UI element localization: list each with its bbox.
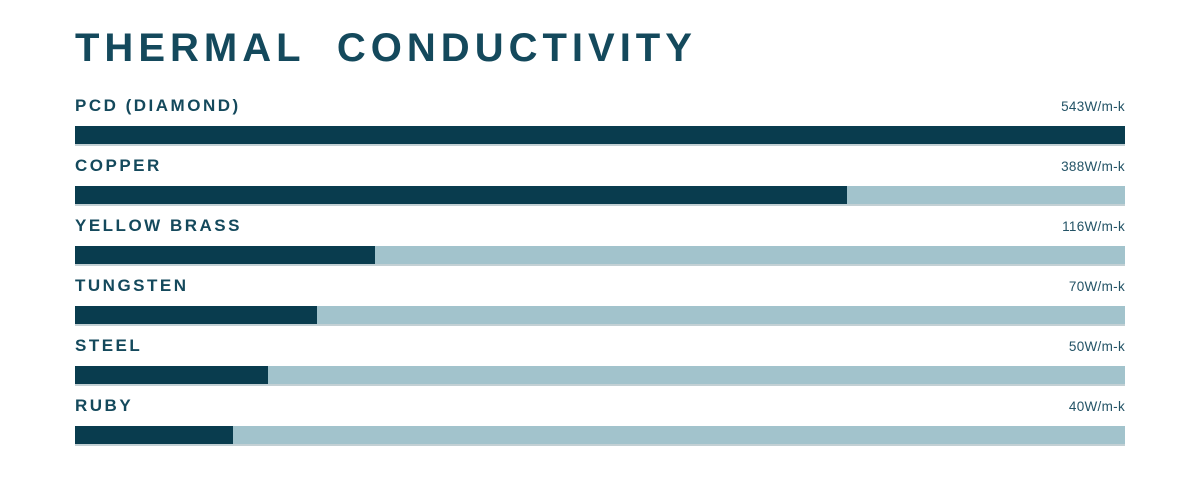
bar-rows: PCD (DIAMOND) 543W/m-k COPPER 388W/m-k xyxy=(75,96,1125,444)
value-label: 543W/m-k xyxy=(1061,99,1125,114)
bar-track xyxy=(75,426,1125,444)
bar-fill xyxy=(75,186,847,204)
bar-fill xyxy=(75,126,1125,144)
chart-row-tungsten: TUNGSTEN 70W/m-k xyxy=(75,276,1125,324)
chart-area: THERMAL CONDUCTIVITY PCD (DIAMOND) 543W/… xyxy=(75,26,1125,456)
bar-fill xyxy=(75,366,269,384)
category-label: YELLOW BRASS xyxy=(75,216,242,235)
bar-track xyxy=(75,186,1125,204)
bar-track xyxy=(75,246,1125,264)
chart-title: THERMAL CONDUCTIVITY xyxy=(75,26,697,70)
bar-fill xyxy=(75,426,233,444)
row-header: PCD (DIAMOND) 543W/m-k xyxy=(75,96,1125,116)
chart-row-steel: STEEL 50W/m-k xyxy=(75,336,1125,384)
category-label: RUBY xyxy=(75,396,134,415)
bar-track xyxy=(75,126,1125,144)
category-label: TUNGSTEN xyxy=(75,276,189,295)
row-header: COPPER 388W/m-k xyxy=(75,156,1125,176)
row-header: YELLOW BRASS 116W/m-k xyxy=(75,216,1125,236)
chart-row-ruby: RUBY 40W/m-k xyxy=(75,396,1125,444)
bar-track xyxy=(75,366,1125,384)
value-label: 70W/m-k xyxy=(1068,279,1125,294)
value-label: 116W/m-k xyxy=(1062,219,1125,234)
row-header: TUNGSTEN 70W/m-k xyxy=(75,276,1125,296)
value-label: 40W/m-k xyxy=(1068,399,1125,414)
value-label: 50W/m-k xyxy=(1068,339,1125,354)
row-header: RUBY 40W/m-k xyxy=(75,396,1125,416)
category-label: COPPER xyxy=(75,156,162,175)
chart-row-pcd-diamond: PCD (DIAMOND) 543W/m-k xyxy=(75,96,1125,144)
category-label: STEEL xyxy=(75,336,143,355)
row-header: STEEL 50W/m-k xyxy=(75,336,1125,356)
chart-row-yellow-brass: YELLOW BRASS 116W/m-k xyxy=(75,216,1125,264)
bar-fill xyxy=(75,246,376,264)
bar-track xyxy=(75,306,1125,324)
value-label: 388W/m-k xyxy=(1061,159,1125,174)
chart-row-copper: COPPER 388W/m-k xyxy=(75,156,1125,204)
bar-fill xyxy=(75,306,317,324)
category-label: PCD (DIAMOND) xyxy=(75,96,241,115)
